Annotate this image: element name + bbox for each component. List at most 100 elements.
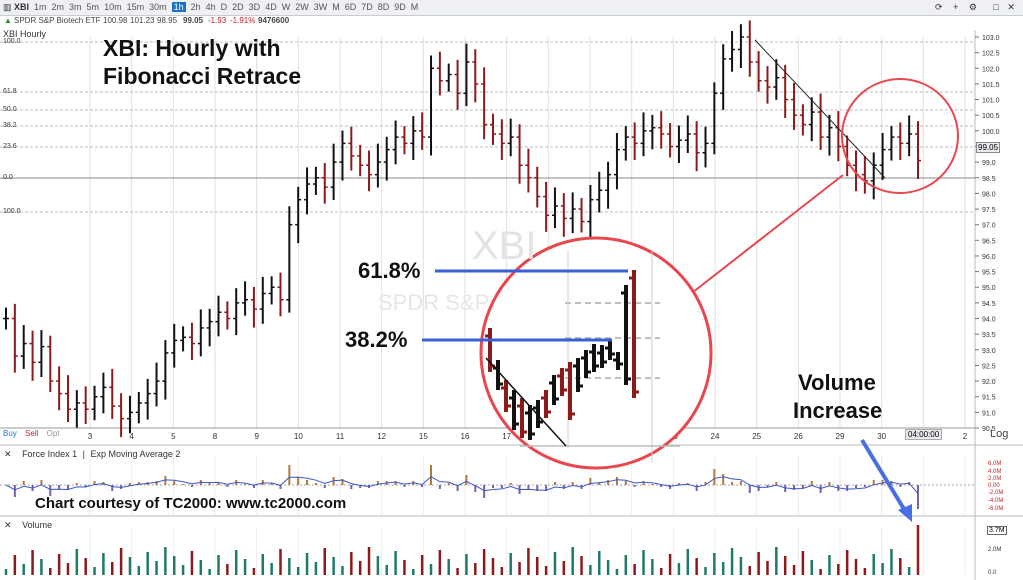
price-tick-label: 93.5 xyxy=(982,332,996,339)
x-tick-label: 9 xyxy=(254,432,259,441)
timeframe-9[interactable]: 4h xyxy=(205,2,216,12)
price-tick-label: 95.0 xyxy=(982,285,996,292)
fib-scale-label: 61.8 xyxy=(3,88,17,95)
change-pct-value: -1.91% xyxy=(230,16,256,25)
price-tick-label: 100.5 xyxy=(982,113,1000,120)
price-tick-label: 94.0 xyxy=(982,317,996,324)
timeframe-list: 1m 2m 3m 5m 10m 15m 30m 1h 2h 4h D 2D 3D 4D W 2W 3W M 6D 7D… xyxy=(34,2,423,12)
close-value: 99.05 xyxy=(183,16,204,25)
timeframe-16[interactable]: 3W xyxy=(313,2,328,12)
timeframe-15[interactable]: 2W xyxy=(295,2,309,12)
price-tick-label: 96.5 xyxy=(982,238,996,245)
timeframe-19[interactable]: 7D xyxy=(361,2,373,12)
force-scale-label: -6.0M xyxy=(988,506,1003,512)
x-tick-label: 10 xyxy=(294,432,303,441)
force-index-label[interactable]: Force Index 1 xyxy=(22,449,78,459)
symbol-box[interactable]: ▥ XBI xyxy=(3,2,29,13)
fib-scale-label: 100.0 xyxy=(3,208,21,215)
price-tick-label: 94.5 xyxy=(982,301,996,308)
timeframe-3[interactable]: 5m xyxy=(86,2,100,12)
close-volume-panel-icon[interactable]: ✕ xyxy=(4,520,12,530)
x-tick-label: 16 xyxy=(461,432,470,441)
price-tick-label: 98.5 xyxy=(982,176,996,183)
open-value: 100.98 xyxy=(103,16,128,25)
x-tick-label: 25 xyxy=(752,432,761,441)
fib-scale-label: 0.0 xyxy=(3,174,13,181)
volume-panel-header: ✕ Volume xyxy=(4,520,52,531)
order-buttons: Buy Sell Opt xyxy=(3,429,60,438)
timeframe-22[interactable]: M xyxy=(410,2,419,12)
price-tick-label: 93.0 xyxy=(982,348,996,355)
price-tick-label: 101.5 xyxy=(982,82,1000,89)
timeframe-18[interactable]: 6D xyxy=(344,2,357,12)
price-tick-label: 98.0 xyxy=(982,191,996,198)
x-tick-label: 30 xyxy=(877,432,886,441)
fib-scale-label: 23.6 xyxy=(3,143,17,150)
timeframe-14[interactable]: W xyxy=(281,2,291,12)
price-tick-label: 99.0 xyxy=(982,160,996,167)
ema-label[interactable]: Exp Moving Average 2 xyxy=(90,449,181,459)
volume-panel-label[interactable]: Volume xyxy=(22,520,53,530)
chart-icon: ▥ xyxy=(3,2,15,12)
x-tick-label: 2 xyxy=(963,432,968,441)
timeframe-toolbar: ▥ XBI 1m 2m 3m 5m 10m 15m 30m 1h 2h 4h D 2D 3D 4D W 2W 3… xyxy=(0,0,1023,16)
timeframe-0[interactable]: 1m xyxy=(34,2,47,12)
timeframe-12[interactable]: 3D xyxy=(248,2,261,12)
close-icon[interactable]: ✕ xyxy=(1007,2,1015,12)
x-tick-label: 29 xyxy=(836,432,845,441)
timeframe-4[interactable]: 10m xyxy=(104,2,122,12)
gear-icon[interactable]: ⚙ xyxy=(968,2,977,12)
add-icon[interactable]: + xyxy=(953,2,959,12)
x-tick-label: 8 xyxy=(213,432,218,441)
zoom-trend-line xyxy=(485,357,567,447)
timeframe-20[interactable]: 8D xyxy=(377,2,390,12)
timeframe-21[interactable]: 9D xyxy=(394,2,406,12)
force-scale-label: -2.0M xyxy=(988,490,1003,496)
x-tick-label: 12 xyxy=(377,432,386,441)
timeframe-5[interactable]: 15m xyxy=(126,2,145,12)
sell-button[interactable]: Sell xyxy=(25,429,39,438)
arrow-shaft xyxy=(860,438,909,516)
price-tick-label: 97.5 xyxy=(982,207,996,214)
fib-382-label: 38.2% xyxy=(345,327,408,352)
timeframe-7[interactable]: 1h xyxy=(171,2,186,12)
buy-button[interactable]: Buy xyxy=(3,429,17,438)
timeframe-10[interactable]: D xyxy=(220,2,228,12)
courtesy-text: Chart courtesy of TC2000: www.tc2000.com xyxy=(35,495,347,512)
x-tick-label: 26 xyxy=(794,432,803,441)
timeframe-13[interactable]: 4D xyxy=(265,2,277,12)
volume-line-2: Increase xyxy=(793,398,883,423)
watermark-symbol: XBI xyxy=(472,224,537,268)
timeframe-8[interactable]: 2h xyxy=(190,2,201,12)
panel-label: XBI Hourly xyxy=(3,29,47,39)
toolbar-tools: ⟳ + ⚙ □ ✕ xyxy=(935,2,1015,13)
price-tick-label: 103.0 xyxy=(982,35,1000,42)
log-scale-toggle[interactable]: Log xyxy=(990,428,1009,440)
close-panel-icon[interactable]: ✕ xyxy=(4,449,12,459)
watermark-name: SPDR S&P xyxy=(378,290,490,315)
change-value: -1.93 xyxy=(208,16,227,25)
timeframe-17[interactable]: M xyxy=(332,2,340,12)
fib-618-label: 61.8% xyxy=(358,258,421,283)
callout-connector xyxy=(687,174,844,297)
high-value: 101.23 xyxy=(130,16,155,25)
sync-icon[interactable]: ⟳ xyxy=(935,2,943,12)
security-name: SPDR S&P Biotech ETF xyxy=(14,16,101,25)
volume-line-1: Volume xyxy=(798,370,876,395)
fib-scale-label: 38.2 xyxy=(3,122,17,129)
price-tick-label: 95.5 xyxy=(982,270,996,277)
maximize-icon[interactable]: □ xyxy=(993,2,999,12)
x-tick-label: 3 xyxy=(88,432,93,441)
price-tick-label: 102.0 xyxy=(982,66,1000,73)
fib-scale-label: 50.0 xyxy=(3,106,17,113)
timeframe-1[interactable]: 2m xyxy=(51,2,65,12)
opt-button[interactable]: Opt xyxy=(46,429,60,438)
quote-infobar: ▲ SPDR S&P Biotech ETF 100.98 101.23 98.… xyxy=(0,15,1023,27)
price-tick-label: 92.5 xyxy=(982,363,996,370)
timeframe-6[interactable]: 30m xyxy=(149,2,167,12)
timeframe-11[interactable]: 2D xyxy=(232,2,244,12)
timeframe-2[interactable]: 3m xyxy=(69,2,82,12)
price-tick-label: 96.0 xyxy=(982,254,996,261)
x-tick-label: 15 xyxy=(419,432,428,441)
